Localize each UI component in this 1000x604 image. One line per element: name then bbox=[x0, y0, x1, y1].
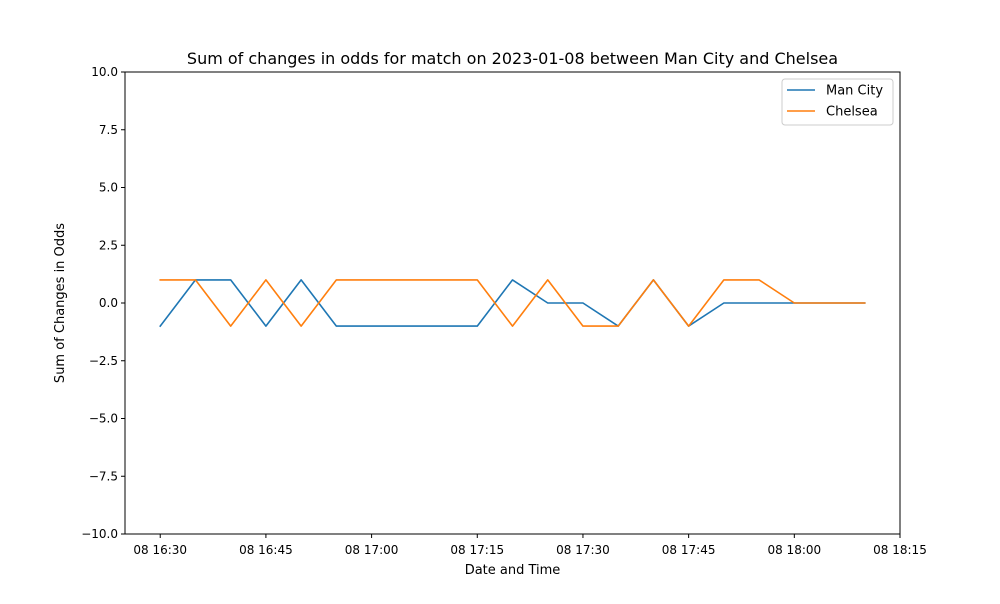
y-tick-label: −7.5 bbox=[89, 469, 118, 483]
x-tick-label: 08 16:45 bbox=[239, 543, 293, 557]
legend-label: Man City bbox=[826, 84, 883, 99]
y-tick-label: −5.0 bbox=[89, 412, 118, 426]
y-tick-label: 0.0 bbox=[99, 296, 118, 310]
x-axis-ticks: 08 16:30 08 16:45 08 17:00 08 17:15 08 17:30… bbox=[133, 534, 927, 557]
y-axis-label: Sum of Changes in Odds bbox=[53, 223, 68, 383]
series-line-chelsea bbox=[159, 279, 866, 327]
y-tick-label: 10.0 bbox=[91, 65, 118, 79]
legend-label: Chelsea bbox=[826, 105, 878, 120]
y-tick-label: −2.5 bbox=[89, 354, 118, 368]
y-tick-label: −10.0 bbox=[81, 527, 118, 541]
x-tick-label: 08 18:15 bbox=[873, 543, 927, 557]
chart-title: Sum of changes in odds for match on 2023… bbox=[187, 49, 838, 68]
x-tick-label: 08 17:15 bbox=[450, 543, 504, 557]
x-axis-label: Date and Time bbox=[465, 563, 561, 578]
y-tick-label: 5.0 bbox=[99, 181, 118, 195]
legend: Man City Chelsea bbox=[781, 78, 894, 126]
axes-frame bbox=[124, 71, 901, 535]
y-axis-ticks: 10.0 7.5 5.0 2.5 0.0 −2.5 −5.0 −7.5 −10.0 bbox=[81, 65, 125, 541]
y-tick-label: 2.5 bbox=[99, 238, 118, 252]
y-tick-label: 7.5 bbox=[99, 123, 118, 137]
series-lines bbox=[159, 279, 866, 328]
x-tick-label: 08 17:45 bbox=[662, 543, 716, 557]
x-tick-label: 08 17:30 bbox=[556, 543, 610, 557]
series-line-man-city bbox=[159, 279, 866, 328]
x-tick-label: 08 16:30 bbox=[133, 543, 187, 557]
x-tick-label: 08 18:00 bbox=[767, 543, 821, 557]
x-tick-label: 08 17:00 bbox=[345, 543, 399, 557]
